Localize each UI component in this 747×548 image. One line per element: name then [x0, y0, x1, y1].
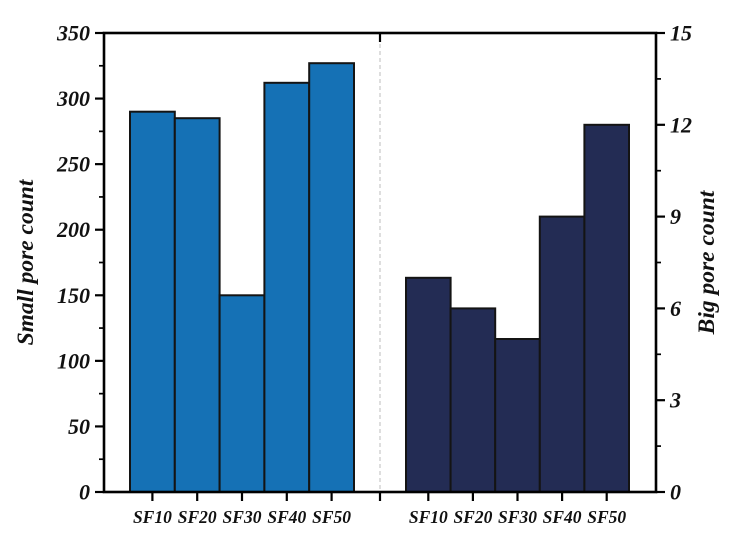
y-axis-right-ticks [656, 31, 665, 494]
y-tick-label: 300 [56, 86, 90, 111]
y-tick-label: 3 [669, 388, 681, 413]
y-tick-label: 15 [670, 21, 692, 46]
y-axis-right-tick-labels: 0 3 6 9 12 15 [669, 21, 692, 505]
y-tick-label: 12 [670, 112, 692, 137]
y-tick-label: 0 [79, 480, 90, 505]
right-axis-title: Big pore count [694, 189, 720, 335]
y-tick-label: 9 [670, 204, 681, 229]
x-tick-label-big-pore-SF30: SF30 [498, 507, 537, 527]
bar-small-pore-SF40 [263, 81, 311, 494]
bar-small-pore-SF50 [308, 62, 356, 493]
x-tick-label-big-pore-SF40: SF40 [543, 507, 582, 527]
bar-small-pore-SF20 [173, 117, 221, 493]
bar-big-pore-SF10 [405, 276, 452, 493]
x-tick-label-small-pore-SF30: SF30 [223, 507, 262, 527]
y-tick-label: 150 [57, 283, 90, 308]
x-tick-label-small-pore-SF40: SF40 [267, 507, 306, 527]
x-axis-tick-labels: SF10 SF20 SF30 SF40 SF50 SF10 SF20 SF30 SF40 SF50 [133, 507, 626, 527]
y-tick-label: 0 [670, 480, 681, 505]
x-tick-label-big-pore-SF20: SF20 [453, 507, 492, 527]
y-tick-label: 350 [56, 21, 90, 46]
bar-small-pore-SF30 [218, 294, 266, 493]
bar-big-pore-SF40 [538, 215, 586, 493]
bar-small-pore-SF10 [129, 110, 176, 493]
y-tick-label: 50 [68, 414, 90, 439]
x-tick-label-small-pore-SF50: SF50 [312, 507, 351, 527]
y-tick-label: 6 [670, 296, 681, 321]
y-tick-label: 250 [56, 152, 90, 177]
bar-big-pore-SF30 [494, 338, 541, 493]
bar-big-pore-SF20 [449, 307, 497, 493]
x-tick-label-small-pore-SF10: SF10 [133, 507, 172, 527]
x-tick-label-small-pore-SF20: SF20 [178, 507, 217, 527]
left-axis-title: Small pore count [13, 178, 39, 345]
y-axis-left-ticks [95, 31, 104, 494]
x-tick-label-big-pore-SF50: SF50 [587, 507, 626, 527]
y-tick-label: 100 [57, 348, 90, 373]
y-axis-left-tick-labels: 0 50 100 150 200 250 300 350 [56, 21, 90, 505]
x-axis-ticks [151, 33, 608, 501]
bar-big-pore-SF50 [583, 123, 631, 494]
small-pore-bars [129, 62, 356, 494]
y-tick-label: 200 [56, 217, 90, 242]
x-tick-label-big-pore-SF10: SF10 [409, 507, 448, 527]
big-pore-bars [405, 123, 631, 494]
